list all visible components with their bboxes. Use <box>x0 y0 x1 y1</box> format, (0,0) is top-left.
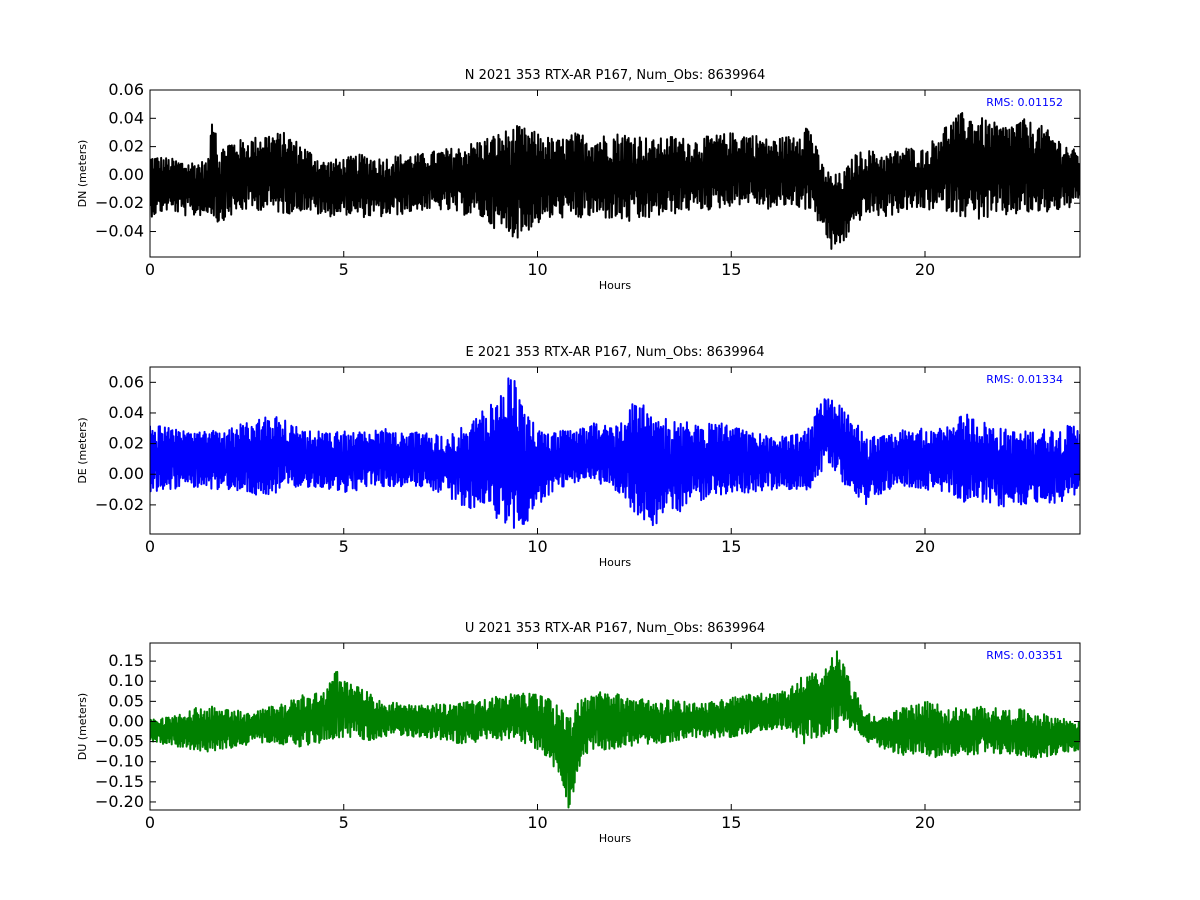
north-x-axis-label: Hours <box>599 279 631 292</box>
up-ytick-label: 0.00 <box>108 711 144 730</box>
east-xtick-label: 20 <box>915 537 935 556</box>
east-rms-label: RMS: 0.01334 <box>986 373 1063 386</box>
north-y-axis-label: DN (meters) <box>76 140 89 208</box>
north-xtick-label: 10 <box>527 260 547 279</box>
east-ytick-label: 0.00 <box>108 464 144 483</box>
up-xtick-label: 20 <box>915 813 935 832</box>
up-axes-frame <box>149 642 1081 811</box>
north-xtick-label: 5 <box>339 260 349 279</box>
east-y-axis-label: DE (meters) <box>76 417 89 483</box>
east-xtick-label: 5 <box>339 537 349 556</box>
up-panel: 0 5 10 15 20 −0.20−0.15−0.10−0.05 0.000.050.10… <box>76 621 1081 845</box>
up-ytick-label: 0.15 <box>108 651 144 670</box>
east-axes-frame <box>149 366 1081 535</box>
up-ytick-label: −0.15 <box>95 772 144 791</box>
up-ytick-label: 0.10 <box>108 671 144 690</box>
north-ytick-label: 0.04 <box>108 108 144 127</box>
up-xtick-label: 5 <box>339 813 349 832</box>
up-series-line <box>150 650 1080 809</box>
east-xtick-label: 10 <box>527 537 547 556</box>
east-series-line <box>150 377 1080 529</box>
north-axes-frame <box>149 89 1081 258</box>
north-ytick-label: −0.04 <box>95 222 144 241</box>
north-xtick-label: 20 <box>915 260 935 279</box>
north-ytick-label: −0.02 <box>95 193 144 212</box>
east-ytick-label: −0.02 <box>95 495 144 514</box>
up-ytick-label: −0.10 <box>95 752 144 771</box>
up-ytick-label: 0.05 <box>108 691 144 710</box>
up-xtick-label: 0 <box>145 813 155 832</box>
north-rms-label: RMS: 0.01152 <box>986 96 1063 109</box>
north-ytick-label: 0.02 <box>108 137 144 156</box>
up-rms-label: RMS: 0.03351 <box>986 649 1063 662</box>
north-ytick-label: 0.06 <box>108 80 144 99</box>
east-xtick-label: 15 <box>721 537 741 556</box>
north-xtick-label: 15 <box>721 260 741 279</box>
east-ytick-label: 0.06 <box>108 372 144 391</box>
north-panel-title: N 2021 353 RTX-AR P167, Num_Obs: 8639964 <box>465 68 765 83</box>
up-xtick-label: 15 <box>721 813 741 832</box>
north-series-line <box>150 111 1080 250</box>
east-panel-title: E 2021 353 RTX-AR P167, Num_Obs: 8639964 <box>466 345 765 360</box>
up-x-axis-label: Hours <box>599 832 631 845</box>
north-xtick-label: 0 <box>145 260 155 279</box>
north-ytick-label: 0.00 <box>108 165 144 184</box>
up-y-axis-label: DU (meters) <box>76 693 89 760</box>
east-x-axis-label: Hours <box>599 556 631 569</box>
east-xtick-label: 0 <box>145 537 155 556</box>
up-ytick-label: −0.20 <box>95 792 144 811</box>
up-panel-title: U 2021 353 RTX-AR P167, Num_Obs: 8639964 <box>465 621 765 636</box>
east-ytick-label: 0.04 <box>108 403 144 422</box>
east-ytick-label: 0.02 <box>108 434 144 453</box>
north-panel: 0 5 10 15 20 −0.04 −0.02 0.00 0.02 0.04 0.06 N 2021… <box>76 68 1081 292</box>
east-panel: 0 5 10 15 20 −0.02 0.00 0.02 0.04 0.06 E 2021 353 … <box>76 345 1081 569</box>
up-xtick-label: 10 <box>527 813 547 832</box>
up-ytick-label: −0.05 <box>95 732 144 751</box>
